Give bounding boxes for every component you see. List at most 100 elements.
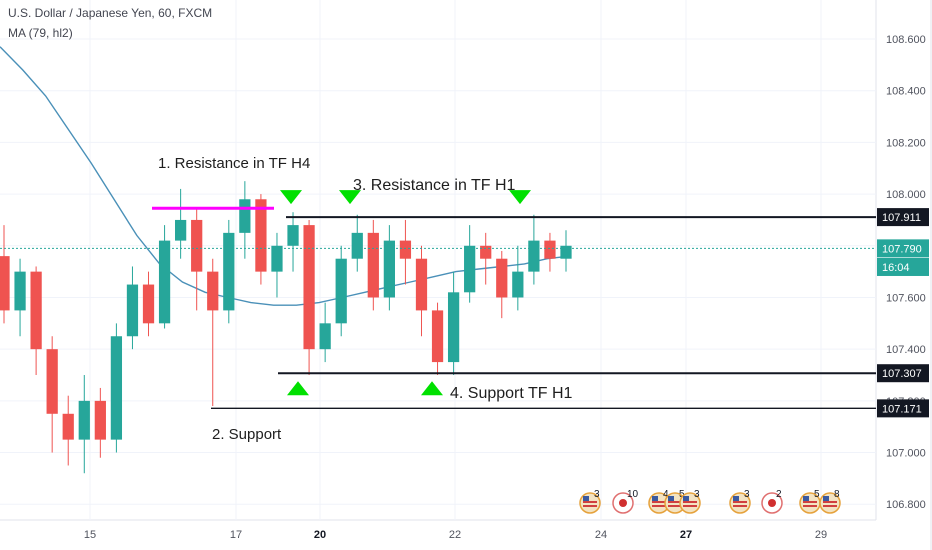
us-flag-stripe: [583, 505, 597, 507]
x-tick-label: 29: [815, 529, 827, 541]
y-tick-label: 108.000: [886, 189, 926, 201]
us-flag-icon[interactable]: 5: [664, 489, 686, 514]
y-tick-label: 108.400: [886, 86, 926, 98]
candle: [383, 225, 395, 311]
candle-body: [367, 232, 379, 298]
us-flag-canton: [823, 496, 829, 501]
candle-body: [239, 199, 251, 233]
y-tick-label: 108.600: [886, 34, 926, 46]
candle: [158, 225, 171, 329]
candle: [399, 219, 412, 285]
candle-body: [0, 256, 10, 311]
price-tag: 107.790: [877, 239, 929, 258]
us-flag-icon[interactable]: 5: [799, 489, 821, 514]
candle: [14, 258, 26, 337]
us-flag-stripe: [683, 505, 697, 507]
us-flag-stripe: [733, 505, 747, 507]
annotation-resistance-h4: 1. Resistance in TF H4: [158, 155, 310, 172]
event-count: 2: [776, 489, 782, 500]
price-tag-label: 107.307: [882, 368, 922, 380]
us-flag-icon[interactable]: 3: [679, 489, 701, 514]
us-flag-stripe: [652, 501, 666, 503]
us-flag-stripe: [823, 501, 837, 503]
us-flag-canton: [683, 496, 689, 501]
y-tick-label: 107.000: [886, 448, 926, 460]
candle: [447, 271, 460, 376]
event-count: 5: [679, 489, 685, 500]
candles-layer: [0, 181, 572, 474]
x-tick-label: 20: [314, 529, 326, 541]
event-count: 3: [744, 489, 750, 500]
y-tick-label: 107.400: [886, 344, 926, 356]
candle-body: [431, 310, 444, 363]
candle-body: [46, 349, 58, 414]
us-flag-stripe: [823, 505, 837, 507]
candle-body: [78, 400, 90, 440]
event-count: 8: [834, 489, 840, 500]
economic-events: 3 10 4 5 3 3 2 5 8: [579, 489, 841, 514]
candle: [207, 258, 219, 407]
candle: [415, 245, 428, 337]
event-count: 5: [814, 489, 820, 500]
candle: [175, 188, 187, 259]
support-h1-marker-1: [287, 381, 309, 396]
jp-flag-icon[interactable]: 10: [612, 489, 639, 514]
us-flag-stripe: [683, 501, 697, 503]
jp-flag-sun: [768, 499, 776, 507]
candle: [335, 245, 347, 337]
candle: [560, 230, 572, 272]
us-flag-icon[interactable]: 8: [819, 489, 841, 514]
us-flag-stripe: [668, 505, 682, 507]
candle-body: [528, 240, 540, 272]
jp-flag-sun: [619, 499, 627, 507]
us-flag-stripe: [668, 501, 682, 503]
candle-body: [14, 271, 26, 311]
price-tag-bg: [877, 399, 929, 418]
price-tag-label: 107.911: [882, 212, 921, 224]
us-flag-stripe: [803, 501, 817, 503]
candle-body: [30, 271, 42, 350]
us-flag-canton: [668, 496, 674, 501]
candle: [367, 219, 379, 311]
price-tag-bg: [877, 257, 929, 276]
us-flag-icon[interactable]: 3: [729, 489, 751, 514]
resistance-h1-marker-1: [280, 190, 302, 205]
candle-body: [158, 240, 171, 324]
y-tick-label: 106.800: [886, 499, 926, 511]
event-count: 10: [627, 489, 639, 500]
candle: [544, 232, 556, 272]
candle: [319, 302, 331, 363]
price-tag: 16:04: [877, 257, 929, 276]
candle-body: [110, 336, 123, 440]
candle-body: [319, 323, 331, 350]
indicator-label: MA (79, hl2): [8, 26, 73, 40]
x-tick-label: 15: [84, 529, 96, 541]
candle: [464, 225, 476, 303]
candle-body: [287, 225, 299, 246]
candle-body: [223, 232, 235, 311]
price-tag: 107.911: [877, 208, 929, 227]
candle: [351, 214, 363, 272]
us-flag-icon[interactable]: 3: [579, 489, 601, 514]
moving-average-layer: [0, 46, 571, 306]
candle-body: [415, 258, 428, 311]
x-axis-ticks: 15 17 20 22 24 27 29: [84, 529, 827, 541]
candle-body: [399, 240, 412, 259]
price-tag-bg: [877, 208, 929, 227]
us-flag-canton: [733, 496, 739, 501]
candle-body: [560, 245, 572, 259]
jp-flag-icon[interactable]: 2: [761, 489, 783, 514]
candle-body: [512, 271, 524, 298]
ma-line: [0, 46, 571, 306]
resistance-h1-marker-3: [509, 190, 531, 205]
candle: [142, 271, 155, 337]
candle-body: [464, 245, 476, 293]
y-tick-label: 107.600: [886, 292, 926, 304]
candle: [528, 214, 540, 285]
candle: [126, 266, 139, 350]
annotation-support-h1: 4. Support TF H1: [450, 385, 573, 402]
us-flag-canton: [803, 496, 809, 501]
price-tag-label: 107.171: [882, 403, 922, 415]
event-count: 3: [694, 489, 700, 500]
